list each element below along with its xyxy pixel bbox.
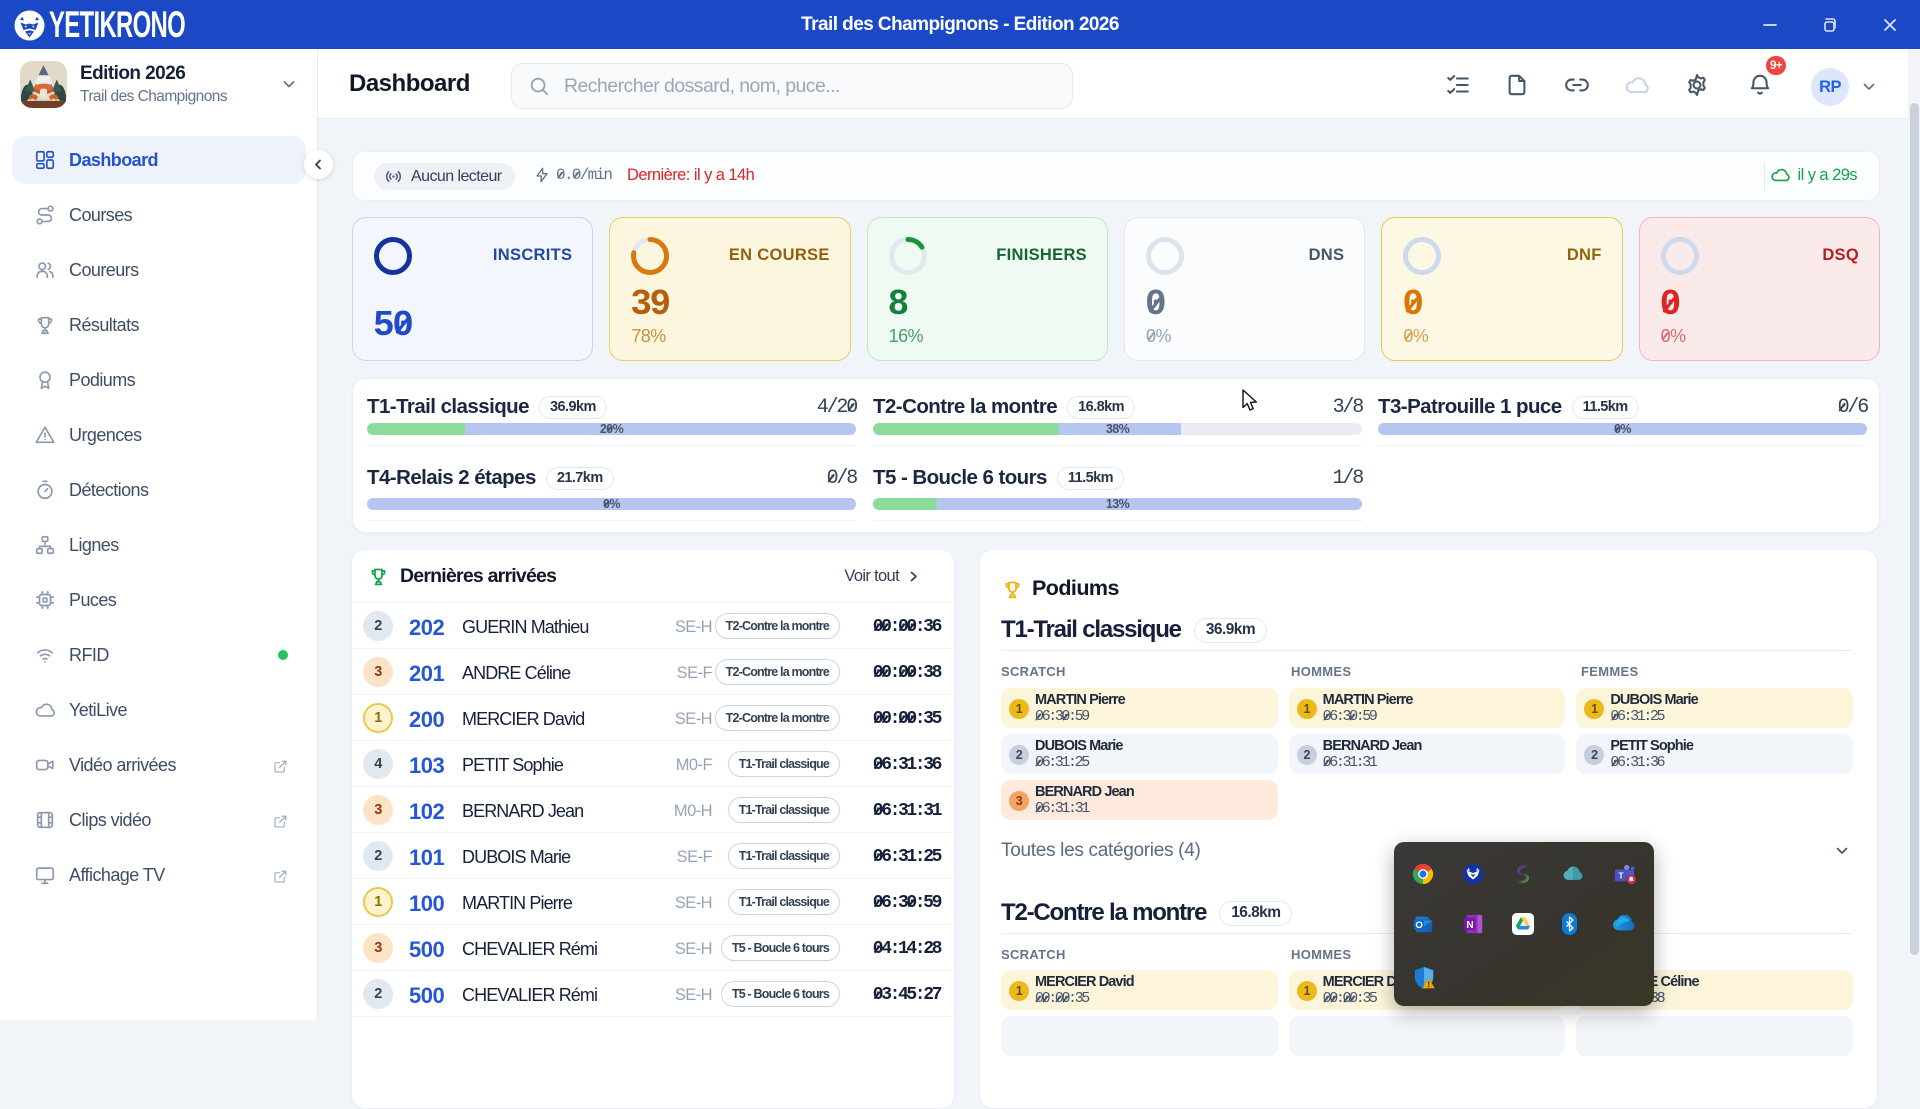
svg-text:O: O	[1415, 920, 1423, 931]
svg-text:N: N	[1466, 920, 1473, 931]
svg-text:T: T	[1619, 872, 1624, 881]
